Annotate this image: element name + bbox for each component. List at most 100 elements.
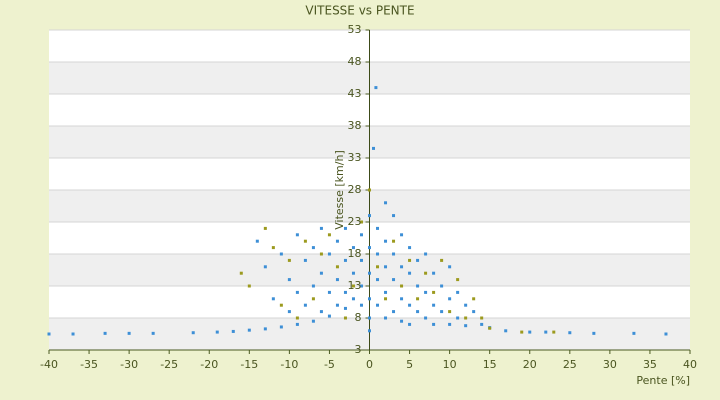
x-tick-label: -40 (40, 358, 58, 371)
point (480, 322, 484, 326)
point (319, 271, 323, 275)
point (392, 310, 396, 314)
point (392, 214, 396, 218)
point (528, 330, 532, 334)
point (376, 265, 380, 269)
point (400, 233, 404, 237)
point (319, 226, 323, 230)
y-tick-label: 23 (348, 215, 362, 228)
point (359, 258, 363, 262)
y-tick-label: 38 (348, 119, 362, 132)
point (392, 278, 396, 282)
point (287, 310, 291, 314)
point (376, 252, 380, 256)
point (335, 278, 339, 282)
point (384, 239, 388, 243)
y-tick-label: 8 (355, 311, 362, 324)
point (664, 332, 668, 336)
point (392, 252, 396, 256)
point (311, 284, 315, 288)
point (416, 284, 420, 288)
point (368, 271, 371, 275)
point (416, 297, 420, 301)
point (343, 306, 347, 310)
point (271, 246, 275, 250)
point (279, 325, 283, 329)
x-tick-label: -20 (200, 358, 218, 371)
point (311, 319, 315, 323)
point (456, 316, 460, 320)
point (319, 252, 323, 256)
point (544, 330, 548, 334)
point (263, 327, 267, 331)
point (416, 310, 420, 314)
points (47, 86, 668, 336)
point (327, 314, 331, 318)
y-tick-label: 3 (355, 343, 362, 356)
point (263, 226, 267, 230)
point (424, 316, 428, 320)
point (351, 246, 355, 250)
x-tick-label: 10 (443, 358, 457, 371)
point (552, 330, 556, 334)
point (351, 297, 355, 301)
point (448, 265, 452, 269)
x-tick-label: 35 (643, 358, 657, 371)
point (151, 331, 155, 335)
point (231, 329, 235, 333)
point (343, 226, 347, 230)
point (359, 303, 363, 307)
point (440, 310, 444, 314)
point (568, 331, 572, 335)
point (239, 271, 243, 275)
point (103, 331, 107, 335)
point (247, 284, 251, 288)
point (255, 239, 259, 243)
point (368, 297, 371, 301)
point (374, 86, 378, 90)
y-tick-label: 33 (348, 151, 362, 164)
point (456, 278, 460, 282)
point (448, 322, 452, 326)
point (448, 297, 452, 301)
point (472, 297, 476, 301)
point (343, 290, 347, 294)
point (384, 290, 388, 294)
point (408, 246, 412, 250)
point (400, 319, 404, 323)
point (263, 265, 267, 269)
point (432, 290, 436, 294)
point (311, 297, 315, 301)
point (384, 316, 388, 320)
point (351, 271, 355, 275)
point (408, 258, 412, 262)
point (400, 284, 404, 288)
point (440, 258, 444, 262)
point (408, 322, 412, 326)
y-tick-label: 28 (348, 183, 362, 196)
point (464, 316, 468, 320)
point (311, 246, 315, 250)
point (464, 303, 468, 307)
point (400, 297, 404, 301)
point (335, 265, 339, 269)
point (279, 252, 283, 256)
y-axis-label: Vitesse [km/h] (333, 150, 346, 230)
point (440, 284, 444, 288)
point (71, 332, 75, 336)
point (408, 271, 412, 275)
point (376, 278, 380, 282)
y-tick-label: 18 (348, 247, 362, 260)
point (287, 278, 291, 282)
point (303, 258, 307, 262)
x-tick-label: 15 (483, 358, 497, 371)
point (295, 290, 299, 294)
point (368, 214, 371, 218)
point (303, 303, 307, 307)
point (368, 246, 371, 250)
point (632, 331, 636, 335)
point (191, 331, 195, 335)
point (295, 322, 299, 326)
